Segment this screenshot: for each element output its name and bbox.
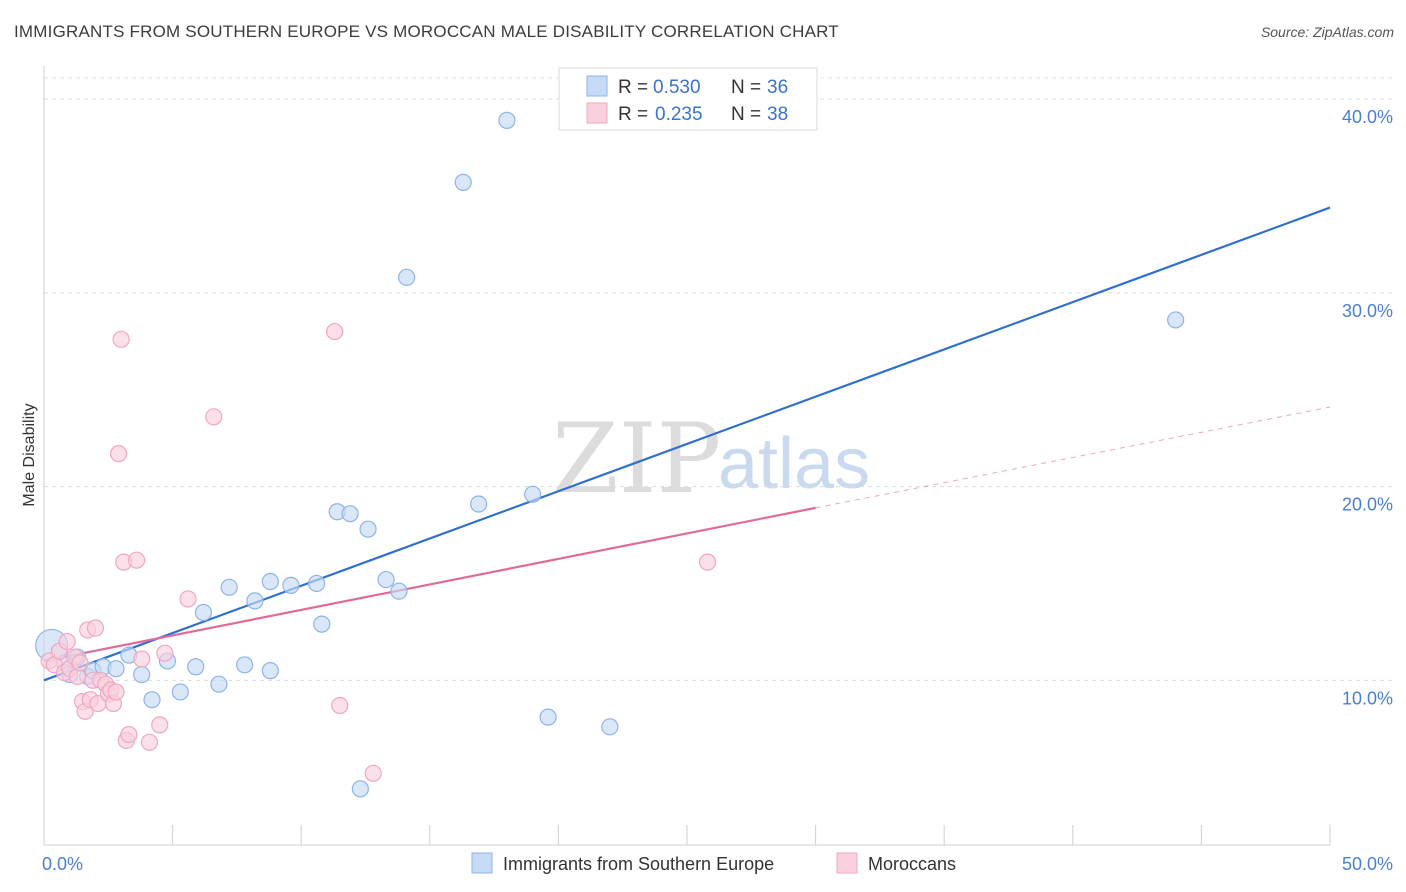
data-point-s1-21	[109, 445, 128, 463]
data-point-s0-27	[359, 520, 377, 538]
legend-r-label-1: R =	[618, 77, 648, 98]
data-point-s0-22	[308, 574, 326, 593]
x-tick-labels: 0.0% 50.0%	[42, 854, 1393, 874]
data-point-s0-19	[261, 662, 279, 680]
data-point-s1-33	[326, 322, 344, 341]
series-legend: Immigrants from Southern Europe Moroccan…	[471, 852, 956, 874]
data-point-s1-20	[107, 683, 125, 701]
source-label: Source: ZipAtlas.com	[1260, 24, 1394, 40]
y-axis-label: Male Disability	[21, 403, 38, 506]
data-point-s0-9	[133, 665, 151, 684]
data-point-s0-35	[539, 708, 557, 726]
watermark-zip: ZIP	[552, 403, 721, 515]
data-point-s0-31	[454, 173, 472, 191]
data-point-s0-23	[313, 615, 331, 633]
trend-line-1	[43, 506, 816, 663]
gridlines	[44, 77, 1392, 681]
data-point-s0-21	[282, 576, 300, 594]
data-point-s0-32	[470, 495, 488, 513]
data-point-s0-16	[220, 578, 238, 596]
legend-n-label-1: N =	[731, 77, 761, 98]
axes	[43, 66, 1331, 846]
trend-line-extension-1	[815, 406, 1331, 509]
y-tick-labels: 10.0% 20.0% 30.0% 40.0%	[1342, 107, 1393, 708]
y-tick-label-0: 10.0%	[1342, 688, 1393, 708]
data-points	[35, 111, 1185, 798]
y-tick-label-1: 20.0%	[1342, 495, 1393, 515]
chart-title: IMMIGRANTS FROM SOUTHERN EUROPE VS MOROC…	[14, 22, 839, 41]
legend-r-label-2: R =	[618, 104, 648, 125]
legend-n-label-2: N =	[731, 104, 761, 125]
data-point-s1-25	[120, 725, 138, 744]
data-point-s0-17	[236, 656, 254, 674]
data-point-s1-37	[58, 632, 76, 651]
data-point-s0-15	[210, 675, 228, 693]
legend-n-value-2: 38	[767, 104, 788, 125]
data-point-s0-10	[143, 691, 161, 709]
data-point-s0-28	[377, 570, 395, 589]
data-point-s0-7	[107, 660, 125, 678]
data-point-s1-7	[71, 654, 89, 672]
data-point-s1-30	[156, 644, 174, 662]
data-point-s1-26	[127, 551, 146, 569]
data-point-s0-13	[187, 658, 205, 676]
y-tick-label-2: 30.0%	[1342, 301, 1393, 321]
data-point-s0-26	[351, 780, 369, 798]
data-point-s1-28	[140, 733, 159, 751]
watermark-atlas: atlas	[718, 424, 870, 504]
bottom-legend-swatch-moroccans	[836, 852, 858, 874]
legend-n-value-1: 36	[767, 77, 788, 98]
data-point-s1-22	[112, 330, 130, 348]
data-point-s1-13	[86, 619, 105, 637]
data-point-s1-29	[151, 716, 169, 734]
data-point-s0-30	[398, 268, 416, 286]
correlation-legend: R = 0.530 N = 36 R = 0.235 N = 38	[558, 67, 818, 131]
data-point-s0-25	[341, 505, 359, 523]
data-point-s1-35	[364, 764, 382, 782]
data-point-s0-14	[194, 603, 213, 622]
bottom-legend-label-southern-europe: Immigrants from Southern Europe	[503, 854, 774, 874]
bottom-legend-swatch-southern-europe	[471, 852, 493, 874]
data-point-s1-27	[133, 650, 151, 668]
data-point-s1-34	[331, 696, 349, 715]
data-point-s1-32	[205, 408, 223, 426]
x-tick-label-0: 0.0%	[42, 854, 83, 874]
legend-r-value-2: 0.235	[655, 104, 703, 125]
data-point-s0-36	[601, 718, 619, 736]
y-tick-label-3: 40.0%	[1342, 107, 1393, 127]
bottom-legend-label-moroccans: Moroccans	[868, 854, 956, 874]
data-point-s0-18	[246, 592, 264, 610]
data-point-s0-33	[498, 111, 516, 129]
data-point-s0-12	[171, 683, 189, 701]
data-point-s1-36	[698, 553, 717, 571]
data-point-s0-29	[390, 582, 408, 600]
x-tick-label-1: 50.0%	[1342, 854, 1393, 874]
data-point-s0-37	[1167, 311, 1185, 329]
legend-swatch-moroccans	[586, 102, 608, 124]
trend-line-0	[43, 206, 1331, 682]
legend-r-value-1: 0.530	[653, 77, 701, 98]
data-point-s0-34	[524, 485, 542, 503]
legend-swatch-southern-europe	[586, 75, 608, 97]
data-point-s0-20	[261, 572, 279, 591]
trend-lines	[43, 206, 1331, 682]
data-point-s1-31	[179, 590, 197, 608]
